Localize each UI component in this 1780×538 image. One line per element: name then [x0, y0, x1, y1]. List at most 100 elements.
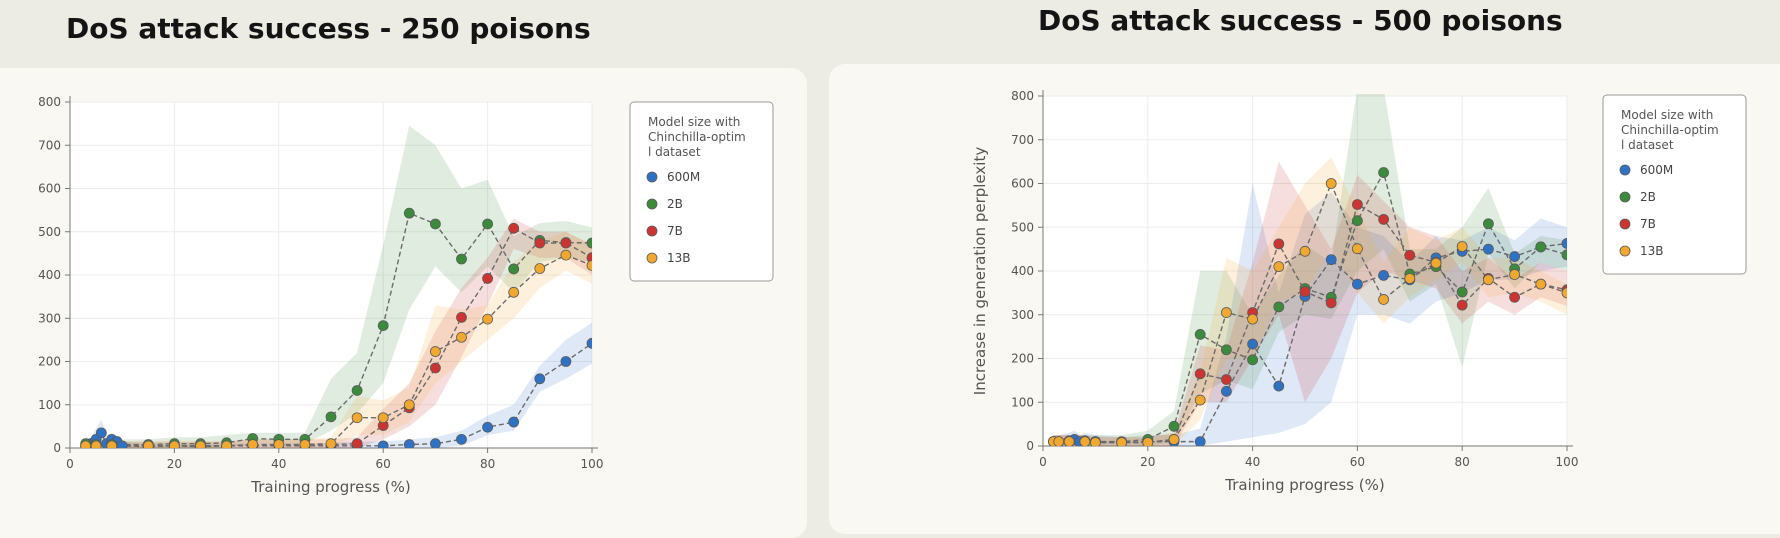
data-point-13b	[1090, 437, 1101, 446]
legend-label-7b: 7B	[1640, 217, 1656, 231]
x-tick-label: 100	[1556, 455, 1579, 469]
x-tick-label: 60	[1350, 455, 1365, 469]
chart-title-500-poisons: DoS attack success - 500 poisons	[1038, 4, 1563, 37]
data-point-2b	[377, 320, 389, 332]
data-point-13b	[106, 440, 118, 448]
y-tick-label: 0	[53, 441, 61, 455]
data-point-13b	[508, 286, 520, 298]
data-point-13b	[1116, 437, 1127, 446]
legend-marker-600m	[646, 171, 658, 183]
data-point-600m	[377, 440, 389, 448]
legend-title-line: l dataset	[1621, 138, 1674, 152]
data-point-13b	[1247, 313, 1259, 325]
data-point-2b	[456, 253, 467, 265]
data-point-13b	[142, 440, 154, 448]
x-tick-label: 0	[1039, 455, 1047, 469]
data-point-2b	[1273, 301, 1285, 313]
data-point-13b	[1509, 269, 1520, 280]
data-point-13b	[299, 439, 311, 448]
data-point-600m	[508, 416, 520, 428]
x-tick-label: 60	[376, 457, 391, 471]
data-point-600m	[1378, 269, 1390, 281]
x-axis-title: Training progress (%)	[250, 478, 410, 496]
data-point-600m	[1351, 278, 1363, 290]
legend-title-line: Chinchilla-optim	[648, 130, 746, 144]
legend-title-line: Model size with	[648, 115, 740, 129]
data-point-600m	[95, 427, 107, 439]
data-point-600m	[1247, 338, 1259, 350]
data-point-600m	[116, 440, 128, 448]
data-point-7b	[1194, 368, 1206, 380]
data-point-13b	[1063, 436, 1075, 446]
data-point-600m	[534, 373, 546, 385]
x-tick-label: 20	[1140, 455, 1155, 469]
data-point-2b	[508, 263, 520, 275]
data-point-2b	[1351, 215, 1363, 227]
data-point-13b	[1053, 436, 1065, 446]
y-tick-label: 100	[38, 398, 61, 412]
data-point-13b	[403, 399, 415, 411]
data-point-7b	[429, 362, 441, 374]
data-point-13b	[534, 263, 546, 274]
data-point-13b	[1456, 241, 1468, 252]
x-tick-label: 40	[1245, 455, 1260, 469]
confidence-band-2b	[85, 125, 592, 448]
data-point-2b	[1561, 249, 1567, 261]
confidence-band-600m	[1053, 183, 1567, 446]
confidence-band-13b	[1053, 157, 1567, 446]
data-point-600m	[1325, 254, 1337, 266]
x-axis-title: Training progress (%)	[1224, 476, 1384, 494]
x-tick-label: 100	[581, 457, 604, 471]
data-point-2b	[429, 218, 441, 230]
data-point-600m	[456, 433, 467, 445]
legend-label-600m: 600M	[1640, 163, 1673, 177]
data-point-13b	[1404, 273, 1416, 284]
confidence-band-7b	[1053, 161, 1567, 446]
data-point-13b	[221, 440, 232, 448]
legend-label-13b: 13B	[667, 251, 691, 265]
data-point-600m	[1220, 385, 1232, 397]
y-tick-label: 300	[38, 311, 61, 325]
data-point-600m	[1561, 238, 1567, 249]
y-tick-label: 600	[1011, 177, 1034, 191]
chart-250-poisons: 0 100 200 300 400 500 600 700 800 0 20 40 60 80 100 Tra…	[38, 95, 774, 496]
legend-title-line: Model size with	[1621, 108, 1713, 122]
data-point-13b	[273, 439, 285, 448]
data-point-13b	[195, 440, 206, 448]
data-point-13b	[80, 440, 92, 448]
y-tick-label: 0	[1026, 439, 1034, 453]
data-point-13b	[1325, 178, 1337, 189]
legend-label-7b: 7B	[667, 224, 683, 238]
data-point-7b	[1351, 199, 1363, 210]
series-line-2b	[85, 212, 592, 446]
legend-label-13b: 13B	[1640, 244, 1664, 258]
data-point-13b	[1079, 436, 1091, 446]
plot-series	[1048, 94, 1567, 446]
y-tick-label: 200	[1011, 352, 1034, 366]
data-point-7b	[1220, 374, 1232, 385]
data-point-13b	[1168, 434, 1180, 445]
data-point-7b	[1404, 249, 1416, 261]
y-tick-label: 500	[38, 225, 61, 239]
x-tick-label: 80	[1455, 455, 1470, 469]
data-point-7b	[1456, 299, 1468, 311]
data-point-7b	[351, 438, 363, 448]
data-point-7b	[586, 252, 592, 264]
legend-marker-13b	[1619, 245, 1631, 257]
legend-label-2b: 2B	[667, 197, 683, 211]
y-tick-label: 800	[1011, 89, 1034, 103]
y-tick-label: 700	[38, 138, 61, 152]
data-point-2b	[1247, 354, 1259, 366]
series-line-7b	[85, 227, 592, 447]
data-point-13b	[325, 438, 337, 448]
y-tick-label: 700	[1011, 133, 1034, 147]
data-point-2b	[1378, 167, 1390, 178]
legend-marker-13b	[646, 252, 658, 264]
data-point-600m	[403, 439, 415, 448]
data-point-600m	[1483, 243, 1494, 255]
data-point-13b	[586, 260, 592, 271]
legend-title-line: Chinchilla-optim	[1621, 123, 1719, 137]
data-point-2b	[1168, 420, 1180, 432]
data-point-13b	[1351, 243, 1363, 255]
